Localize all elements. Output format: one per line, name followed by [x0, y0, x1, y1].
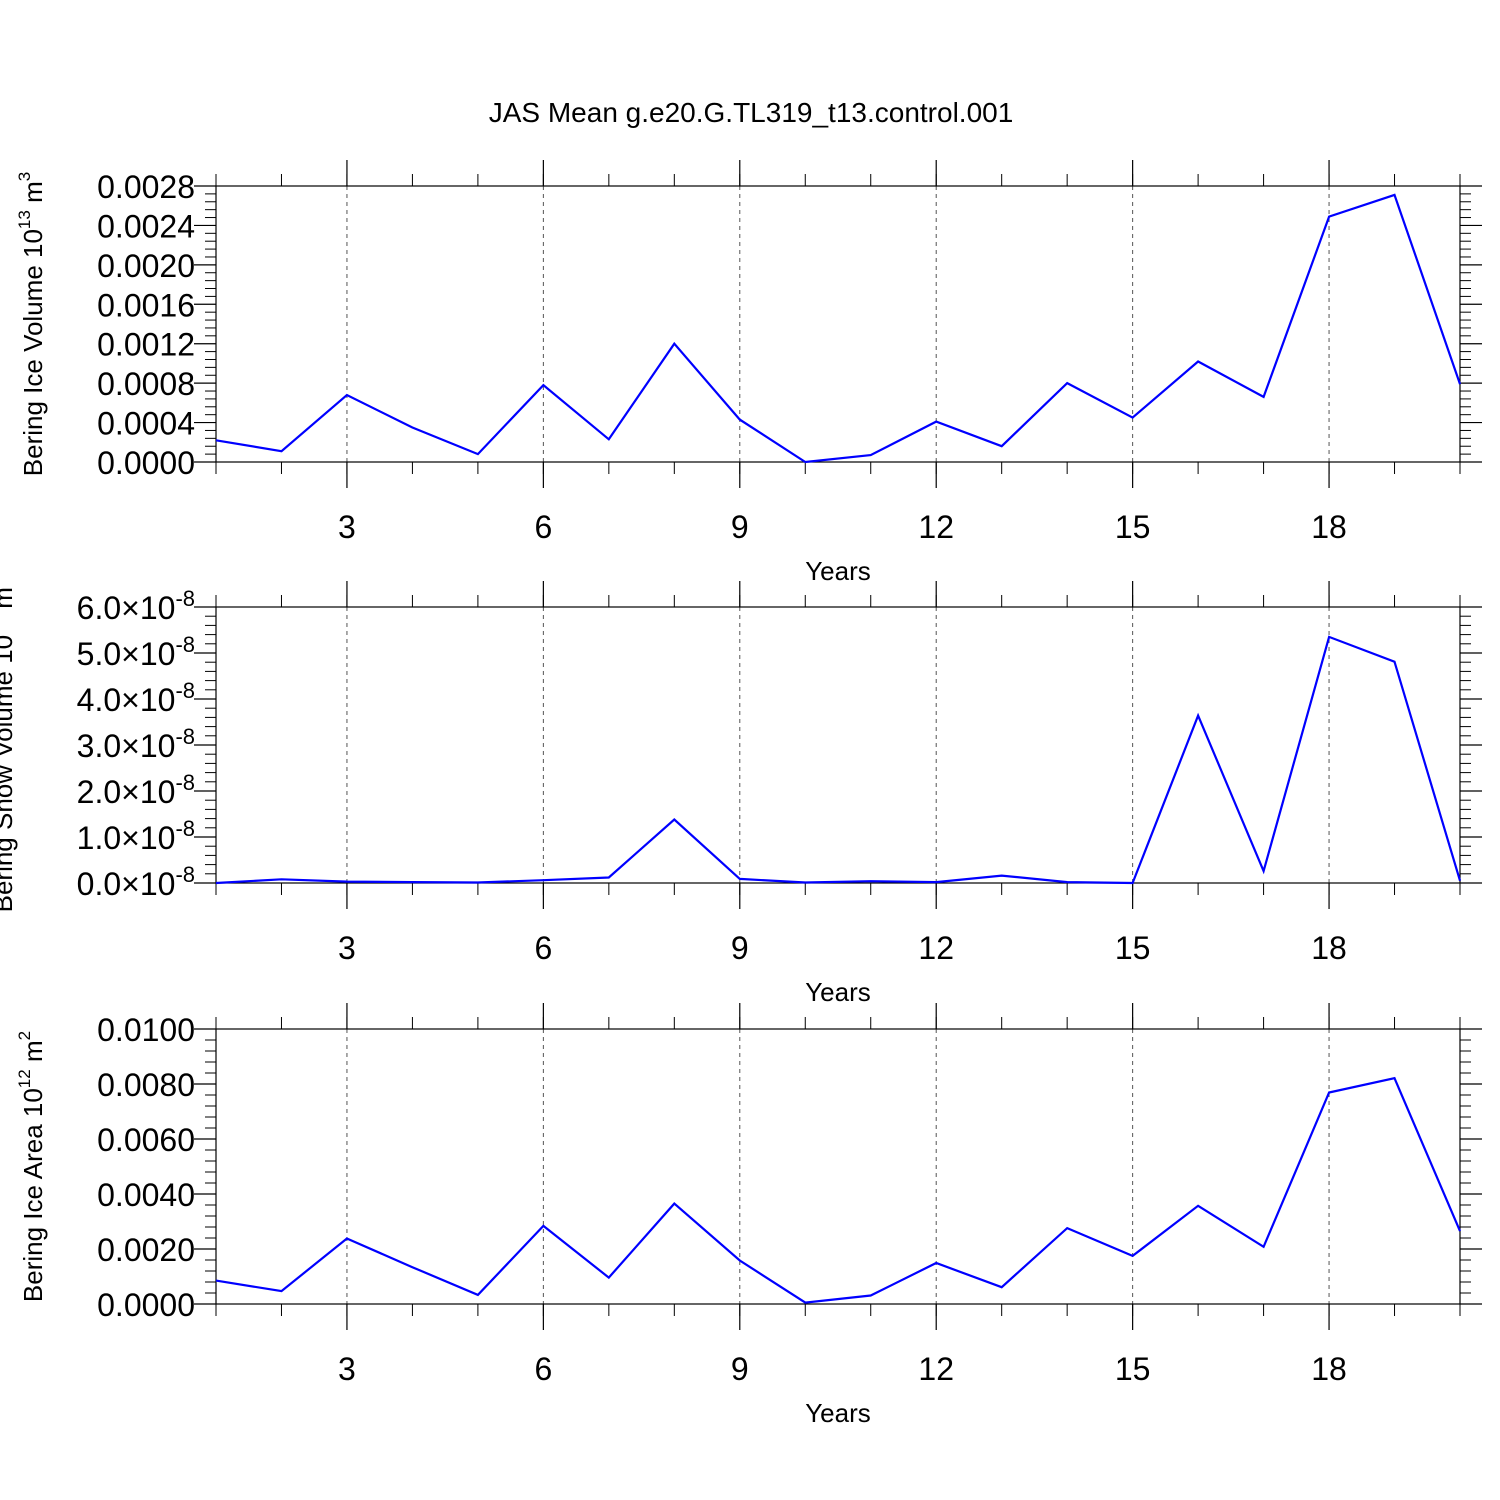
- panel-3: 3 6 9 12 15 18 0.0000 0.0020 0.0040 0.0060 0.0080 0…: [15, 1003, 1482, 1428]
- x-tick-label: 3: [338, 1351, 356, 1387]
- x-axis-label: Years: [805, 977, 871, 1007]
- x-tick-label: 15: [1115, 930, 1151, 966]
- y-tick-label: 0.0016: [97, 287, 195, 323]
- panel-2: 3 6 9 12 15 18 0.0×10-8 1.0×10-8 2.0×10-8 3.0×10-…: [0, 578, 1482, 1007]
- x-tick-label: 18: [1311, 930, 1347, 966]
- y-tick-label: 0.0060: [97, 1122, 195, 1158]
- y-tick-label: 6.0×10-8: [77, 586, 195, 626]
- x-tick-label: 18: [1311, 509, 1347, 545]
- y-tick-label: 0.0000: [97, 1287, 195, 1323]
- y-tick-label: 2.0×10-8: [77, 770, 195, 810]
- y-tick-label: 0.0000: [97, 445, 195, 481]
- y-tick-label: 4.0×10-8: [77, 678, 195, 718]
- x-tick-label: 3: [338, 930, 356, 966]
- x-tick-label: 3: [338, 509, 356, 545]
- x-tick-label: 9: [731, 930, 749, 966]
- series-line: [215, 1076, 1462, 1304]
- y-axis-label: Bering Snow Volume 1013 m3: [0, 578, 18, 913]
- plot-frame: [215, 606, 1461, 884]
- x-tick-label: 6: [534, 930, 552, 966]
- series-line: [215, 635, 1462, 885]
- y-tick-label: 0.0004: [97, 406, 195, 442]
- y-axis-label: Bering Ice Area 1012 m2: [15, 1031, 48, 1302]
- figure-title: JAS Mean g.e20.G.TL319_t13.control.001: [489, 97, 1014, 128]
- y-tick-label: 0.0080: [97, 1067, 195, 1103]
- y-tick-label: 3.0×10-8: [77, 724, 195, 764]
- y-tick-label: 0.0012: [97, 327, 195, 363]
- y-axis-label: Bering Ice Volume 1013 m3: [15, 172, 48, 476]
- x-tick-label: 9: [731, 509, 749, 545]
- panels: 3 6 9 12 15 180.00000.00040.00080.00120.00160…: [0, 160, 1482, 1428]
- x-axis-label: Years: [805, 1398, 871, 1428]
- x-tick-label: 6: [534, 1351, 552, 1387]
- x-tick-label: 15: [1115, 1351, 1151, 1387]
- y-tick-label: 0.0008: [97, 366, 195, 402]
- x-axis-label: Years: [805, 556, 871, 586]
- panel-1: 3 6 9 12 15 180.00000.00040.00080.00120.00160…: [15, 160, 1482, 586]
- series-line: [215, 193, 1462, 464]
- x-tick-label: 12: [918, 509, 954, 545]
- y-tick-label: 0.0×10-8: [77, 862, 195, 902]
- x-tick-label: 9: [731, 1351, 749, 1387]
- y-tick-label: 0.0020: [97, 1232, 195, 1268]
- plot-frame: [215, 1028, 1461, 1305]
- y-tick-label: 0.0040: [97, 1177, 195, 1213]
- y-tick-label: 0.0020: [97, 248, 195, 284]
- plot-frame: [215, 185, 1461, 463]
- x-tick-label: 12: [918, 1351, 954, 1387]
- y-tick-label: 0.0024: [97, 208, 195, 244]
- y-tick-label: 0.0100: [97, 1012, 195, 1048]
- y-tick-label: 0.0028: [97, 169, 195, 205]
- y-tick-label: 1.0×10-8: [77, 816, 195, 856]
- x-tick-label: 15: [1115, 509, 1151, 545]
- x-tick-label: 18: [1311, 1351, 1347, 1387]
- x-tick-label: 6: [534, 509, 552, 545]
- x-tick-label: 12: [918, 930, 954, 966]
- y-tick-label: 5.0×10-8: [77, 632, 195, 672]
